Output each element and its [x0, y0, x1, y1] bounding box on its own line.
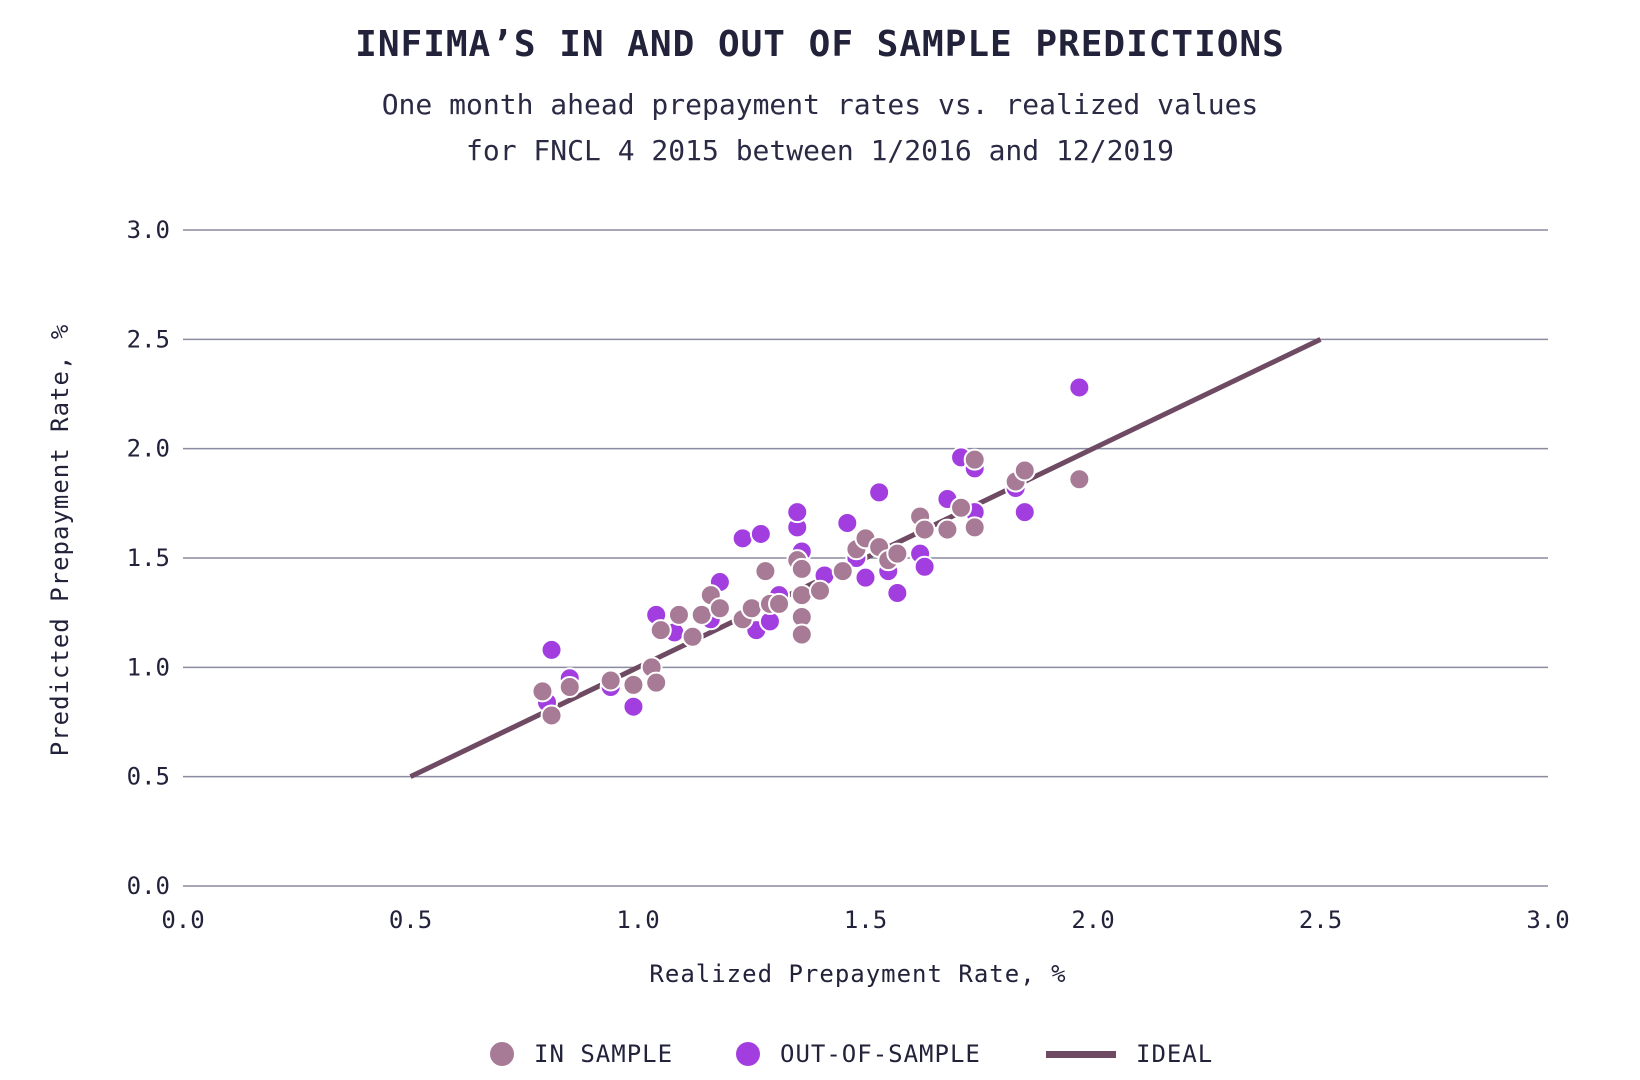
x-tick-label: 1.0 [616, 906, 659, 934]
out-of-sample-point [1068, 376, 1091, 399]
in-sample-point [950, 496, 973, 519]
legend-item-out-of-sample: OUT-OF-SAMPLE [736, 1034, 981, 1074]
legend-marker-in-sample [490, 1042, 514, 1066]
out-of-sample-point [786, 501, 809, 524]
in-sample-point [558, 676, 581, 699]
legend-item-ideal: IDEAL [1046, 1034, 1213, 1074]
chart-subtitle-line-2: for FNCL 4 2015 between 1/2016 and 12/20… [465, 134, 1174, 167]
legend-item-in-sample: IN SAMPLE [490, 1034, 673, 1074]
x-axis-label: Realized Prepayment Rate, % [649, 960, 1066, 988]
in-sample-point [649, 619, 672, 642]
legend-marker-ideal [1046, 1050, 1116, 1058]
legend-label-out-of-sample: OUT-OF-SAMPLE [780, 1040, 981, 1068]
y-tick-label: 0.5 [127, 763, 170, 791]
out-of-sample-point [854, 566, 877, 589]
scatter-plot: 0.0 0.5 1.0 1.5 2.0 2.5 3.0 0.0 0.5 1.0 1.5 2.0 2.5 3… [46, 216, 1570, 988]
y-tick-label: 0.0 [127, 872, 170, 900]
in-sample-point [913, 518, 936, 541]
in-sample-point [531, 680, 554, 703]
x-tick-label: 1.5 [844, 906, 887, 934]
out-of-sample-point [868, 481, 891, 504]
legend-marker-out-of-sample [736, 1042, 760, 1066]
legend-label-in-sample: IN SAMPLE [534, 1040, 674, 1068]
in-sample-point [599, 669, 622, 692]
in-sample-point [790, 557, 813, 580]
in-sample-point [790, 623, 813, 646]
y-tick-label: 1.0 [127, 653, 170, 681]
x-tick-label: 2.5 [1299, 906, 1342, 934]
in-sample-point [690, 603, 713, 626]
chart-subtitle-line-1: One month ahead prepayment rates vs. rea… [381, 88, 1259, 121]
in-sample-point [1068, 468, 1091, 491]
in-sample-point [831, 560, 854, 583]
out-of-sample-point [913, 555, 936, 578]
in-sample-point [768, 592, 791, 615]
in-sample-point [1013, 459, 1036, 482]
out-of-sample-point [1013, 501, 1036, 524]
in-sample-point [622, 673, 645, 696]
in-sample-point [708, 597, 731, 620]
in-sample-point [963, 448, 986, 471]
x-tick-label: 0.0 [161, 906, 204, 934]
in-sample-point [936, 518, 959, 541]
in-sample-point [963, 516, 986, 539]
out-of-sample-point [836, 512, 859, 535]
in-sample-point [790, 584, 813, 607]
x-tick-label: 0.5 [389, 906, 432, 934]
tick-labels: 0.0 0.5 1.0 1.5 2.0 2.5 3.0 0.0 0.5 1.0 1.5 2.0 2.5 3… [127, 216, 1570, 934]
point-layer [531, 376, 1091, 727]
in-sample-point [886, 542, 909, 565]
in-sample-point [681, 625, 704, 648]
chart-title: INFIMA’S IN AND OUT OF SAMPLE PREDICTION… [355, 24, 1285, 65]
y-tick-label: 3.0 [127, 216, 170, 244]
in-sample-point [740, 597, 763, 620]
out-of-sample-point [886, 581, 909, 604]
in-sample-point [754, 560, 777, 583]
out-of-sample-point [731, 527, 754, 550]
out-of-sample-point [622, 695, 645, 718]
legend: IN SAMPLE OUT-OF-SAMPLE IDEAL [0, 1034, 1640, 1074]
in-sample-point [667, 603, 690, 626]
legend-label-ideal: IDEAL [1136, 1040, 1214, 1068]
out-of-sample-point [540, 638, 563, 661]
y-tick-label: 1.5 [127, 544, 170, 572]
y-tick-label: 2.5 [127, 325, 170, 353]
in-sample-point [809, 579, 831, 602]
x-tick-label: 3.0 [1526, 906, 1569, 934]
x-tick-label: 2.0 [1071, 906, 1114, 934]
in-sample-point [645, 671, 668, 694]
y-axis-label: Predicted Prepayment Rate, % [46, 324, 74, 757]
in-sample-point [540, 704, 563, 727]
out-of-sample-point [749, 522, 772, 545]
y-tick-label: 2.0 [127, 435, 170, 463]
